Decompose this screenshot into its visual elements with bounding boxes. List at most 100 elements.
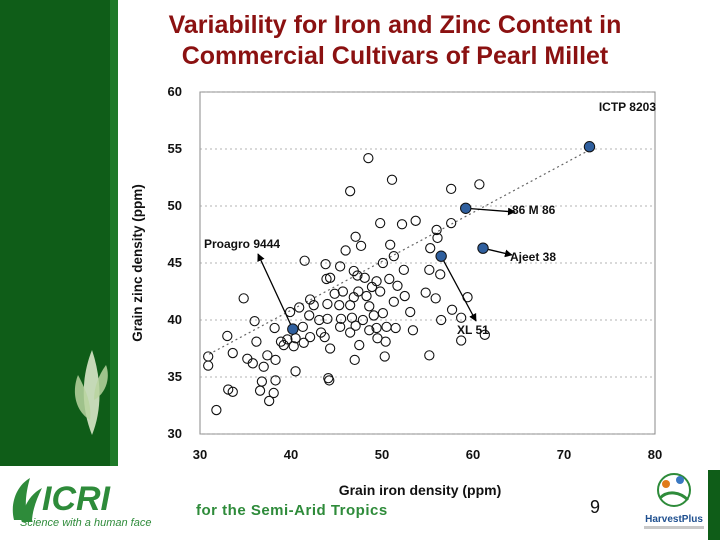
data-point — [258, 361, 269, 372]
x-tick-label: 80 — [648, 447, 662, 462]
scatter-chart: 30 35 40 45 50 55 60 30 40 50 60 70 80 86 M 86 Ajeet… — [130, 84, 662, 498]
data-point — [446, 304, 458, 315]
data-point — [344, 327, 356, 338]
data-point — [388, 251, 399, 262]
highlight-point — [435, 250, 447, 262]
harvestplus-wordmark: HarvestPlus — [645, 514, 703, 525]
data-point — [322, 313, 333, 325]
logo-name: ICRI — [42, 480, 112, 518]
data-point — [288, 341, 299, 352]
slide-title: Variability for Iron and Zinc Content in… — [120, 10, 670, 72]
highlight-label: XL 51 — [457, 323, 489, 337]
data-point — [359, 272, 370, 283]
footer-edge-band — [708, 470, 720, 540]
data-point — [380, 336, 391, 347]
data-point — [314, 314, 325, 326]
data-point — [390, 322, 401, 334]
title-line-2: Commercial Cultivars of Pearl Millet — [181, 42, 609, 70]
data-point — [264, 395, 275, 407]
x-tick-label: 70 — [557, 447, 571, 462]
highlight-point — [460, 202, 472, 214]
data-point — [322, 298, 333, 310]
x-tick-label: 40 — [284, 447, 298, 462]
data-point — [366, 281, 378, 293]
data-point — [456, 335, 467, 346]
data-point — [282, 334, 293, 345]
data-point — [247, 358, 258, 369]
footer-tagline: for the Semi-Arid Tropics — [196, 502, 388, 519]
data-point — [379, 351, 390, 362]
data-point — [410, 215, 421, 226]
y-tick-label: 55 — [168, 141, 182, 156]
data-point — [304, 310, 315, 321]
highlight-point — [287, 323, 299, 335]
logo-slogan: Science with a human face — [20, 517, 151, 529]
data-point — [392, 280, 403, 291]
sidebar-band — [0, 0, 118, 466]
data-point — [335, 313, 347, 325]
data-point — [357, 314, 369, 326]
callout-arrow — [257, 253, 294, 330]
data-point — [270, 375, 281, 386]
data-point — [275, 336, 287, 347]
data-point — [399, 290, 410, 302]
data-point — [290, 366, 301, 377]
data-point — [364, 301, 375, 312]
data-point — [334, 321, 346, 332]
data-point — [364, 325, 375, 336]
data-point — [227, 386, 238, 397]
data-point — [371, 322, 382, 334]
y-tick-label: 45 — [168, 255, 182, 270]
data-point — [456, 312, 467, 323]
data-point — [329, 288, 340, 299]
trendline — [208, 148, 592, 355]
data-point — [432, 232, 443, 244]
data-point — [268, 387, 279, 399]
data-point — [352, 270, 363, 281]
data-point — [474, 179, 485, 190]
data-point — [350, 320, 361, 331]
highlight-point — [477, 242, 489, 254]
data-point — [446, 183, 457, 195]
y-tick-label: 40 — [168, 312, 182, 327]
data-point — [363, 152, 374, 164]
data-point — [227, 347, 238, 359]
data-points — [203, 152, 490, 416]
data-point — [320, 258, 331, 270]
highlighted-points — [287, 141, 596, 335]
data-point — [424, 350, 435, 361]
data-point — [425, 243, 436, 254]
y-tick-label: 30 — [168, 426, 182, 441]
data-point — [304, 294, 316, 305]
data-point — [334, 300, 345, 311]
data-point — [344, 186, 356, 197]
data-point — [344, 300, 356, 311]
data-point — [278, 339, 289, 351]
data-point — [435, 314, 447, 326]
data-point — [396, 219, 408, 230]
data-point — [294, 302, 305, 313]
data-point — [388, 296, 399, 307]
x-axis-label: Grain iron density (ppm) — [339, 482, 502, 498]
y-tick-labels: 30 35 40 45 50 55 60 — [168, 84, 182, 441]
highlight-labels: 86 M 86 Ajeet 38 XL 51 Proagro 9444 ICTP 820… — [204, 100, 656, 337]
data-point — [319, 331, 330, 343]
data-point — [211, 404, 222, 416]
data-point — [430, 293, 441, 304]
data-point — [385, 239, 396, 250]
data-point — [249, 315, 260, 327]
highlight-label: Proagro 9444 — [204, 237, 280, 251]
x-tick-label: 50 — [375, 447, 389, 462]
data-point — [354, 339, 365, 351]
highlight-label: Ajeet 38 — [510, 250, 556, 264]
x-tick-label: 60 — [466, 447, 480, 462]
data-point — [324, 272, 336, 283]
data-point — [334, 261, 346, 272]
data-point — [270, 354, 281, 366]
data-point — [424, 264, 435, 275]
data-point — [375, 286, 386, 297]
callout-arrow — [440, 255, 477, 322]
grid-lines — [200, 91, 655, 435]
data-point — [349, 354, 360, 366]
data-point — [251, 336, 262, 347]
